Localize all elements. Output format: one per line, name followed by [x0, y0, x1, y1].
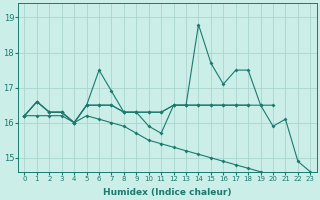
X-axis label: Humidex (Indice chaleur): Humidex (Indice chaleur): [103, 188, 232, 197]
